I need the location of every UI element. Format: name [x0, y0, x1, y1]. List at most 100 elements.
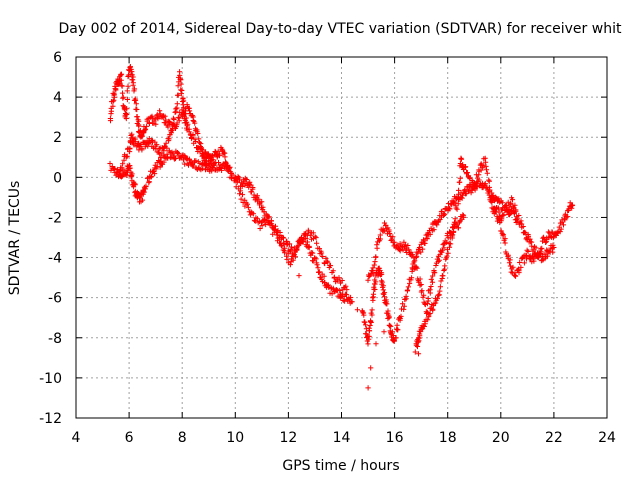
data-point: [310, 230, 316, 236]
data-point: [172, 109, 178, 115]
data-point: [421, 323, 427, 330]
data-point: [333, 287, 340, 293]
data-point: [460, 212, 466, 218]
data-point: [178, 91, 184, 97]
data-point: [262, 219, 268, 225]
data-point: [533, 245, 539, 251]
data-point: [504, 209, 510, 215]
data-point: [124, 88, 130, 94]
data-point: [506, 212, 513, 218]
data-point: [370, 295, 376, 301]
data-point: [493, 209, 499, 215]
data-point: [331, 274, 337, 280]
data-point: [385, 308, 391, 314]
data-point: [411, 255, 417, 261]
data-point: [441, 211, 447, 217]
data-point: [456, 179, 462, 185]
data-point: [124, 96, 130, 103]
data-point: [120, 161, 126, 167]
data-point: [175, 114, 181, 120]
data-point: [416, 244, 423, 251]
data-point: [272, 223, 279, 229]
data-point: [417, 333, 423, 339]
data-point: [431, 267, 437, 274]
data-point: [440, 273, 446, 279]
data-point: [256, 196, 262, 202]
data-point: [372, 259, 378, 265]
data-point: [437, 288, 443, 294]
data-point: [179, 107, 185, 113]
y-tick-label: -12: [39, 411, 62, 427]
data-point: [119, 83, 125, 89]
data-point: [275, 235, 281, 241]
x-tick-label: 20: [492, 430, 510, 446]
data-point: [239, 192, 246, 198]
data-point: [366, 325, 372, 331]
data-point: [372, 286, 378, 293]
data-point: [132, 139, 138, 145]
data-point: [245, 205, 251, 211]
data-point: [222, 159, 229, 165]
data-point: [119, 165, 125, 171]
series-track-5: [232, 174, 350, 293]
data-point: [417, 282, 423, 288]
data-point: [139, 133, 145, 139]
data-point: [414, 254, 420, 260]
data-point: [239, 183, 245, 190]
data-point: [369, 312, 375, 318]
data-point: [161, 159, 167, 165]
data-point: [506, 260, 513, 266]
data-point: [123, 110, 129, 117]
data-point: [365, 385, 371, 391]
data-point: [310, 258, 316, 264]
data-point: [545, 253, 551, 259]
data-point: [143, 183, 149, 189]
data-point: [418, 249, 424, 255]
data-point: [142, 126, 149, 132]
data-point: [361, 312, 367, 318]
data-point: [284, 242, 290, 248]
data-point: [501, 212, 507, 218]
data-point: [420, 246, 426, 252]
data-point: [398, 313, 404, 319]
x-axis-label: GPS time / hours: [282, 458, 399, 474]
data-point: [388, 323, 394, 329]
data-points: [107, 64, 576, 391]
data-point: [562, 211, 568, 217]
x-tick-label: 22: [545, 430, 563, 446]
data-point: [130, 74, 136, 80]
x-tick-label: 6: [125, 430, 134, 446]
data-point: [418, 281, 424, 288]
data-point: [158, 154, 164, 160]
data-point: [415, 250, 421, 256]
data-point: [336, 275, 342, 281]
data-point: [442, 211, 448, 217]
data-point: [486, 177, 492, 183]
data-point: [204, 153, 211, 159]
data-point: [518, 264, 524, 270]
data-point: [517, 259, 523, 266]
data-point: [193, 158, 199, 164]
data-point: [402, 242, 408, 248]
data-point: [154, 142, 160, 148]
data-point: [108, 108, 114, 114]
data-point: [339, 277, 345, 284]
x-tick-label: 10: [226, 430, 244, 446]
series-track-7: [365, 212, 467, 315]
data-point: [305, 229, 312, 235]
data-point: [243, 176, 249, 183]
y-tick-label: -2: [48, 210, 62, 226]
data-point: [497, 219, 503, 226]
data-point: [363, 322, 369, 328]
data-point: [428, 283, 434, 290]
data-point: [250, 186, 256, 192]
data-point: [379, 271, 385, 277]
data-point: [254, 193, 260, 199]
data-point: [434, 296, 440, 302]
data-point: [324, 258, 330, 264]
data-point: [291, 251, 297, 257]
data-point: [558, 226, 564, 232]
data-point: [524, 247, 530, 253]
data-point: [130, 82, 136, 88]
